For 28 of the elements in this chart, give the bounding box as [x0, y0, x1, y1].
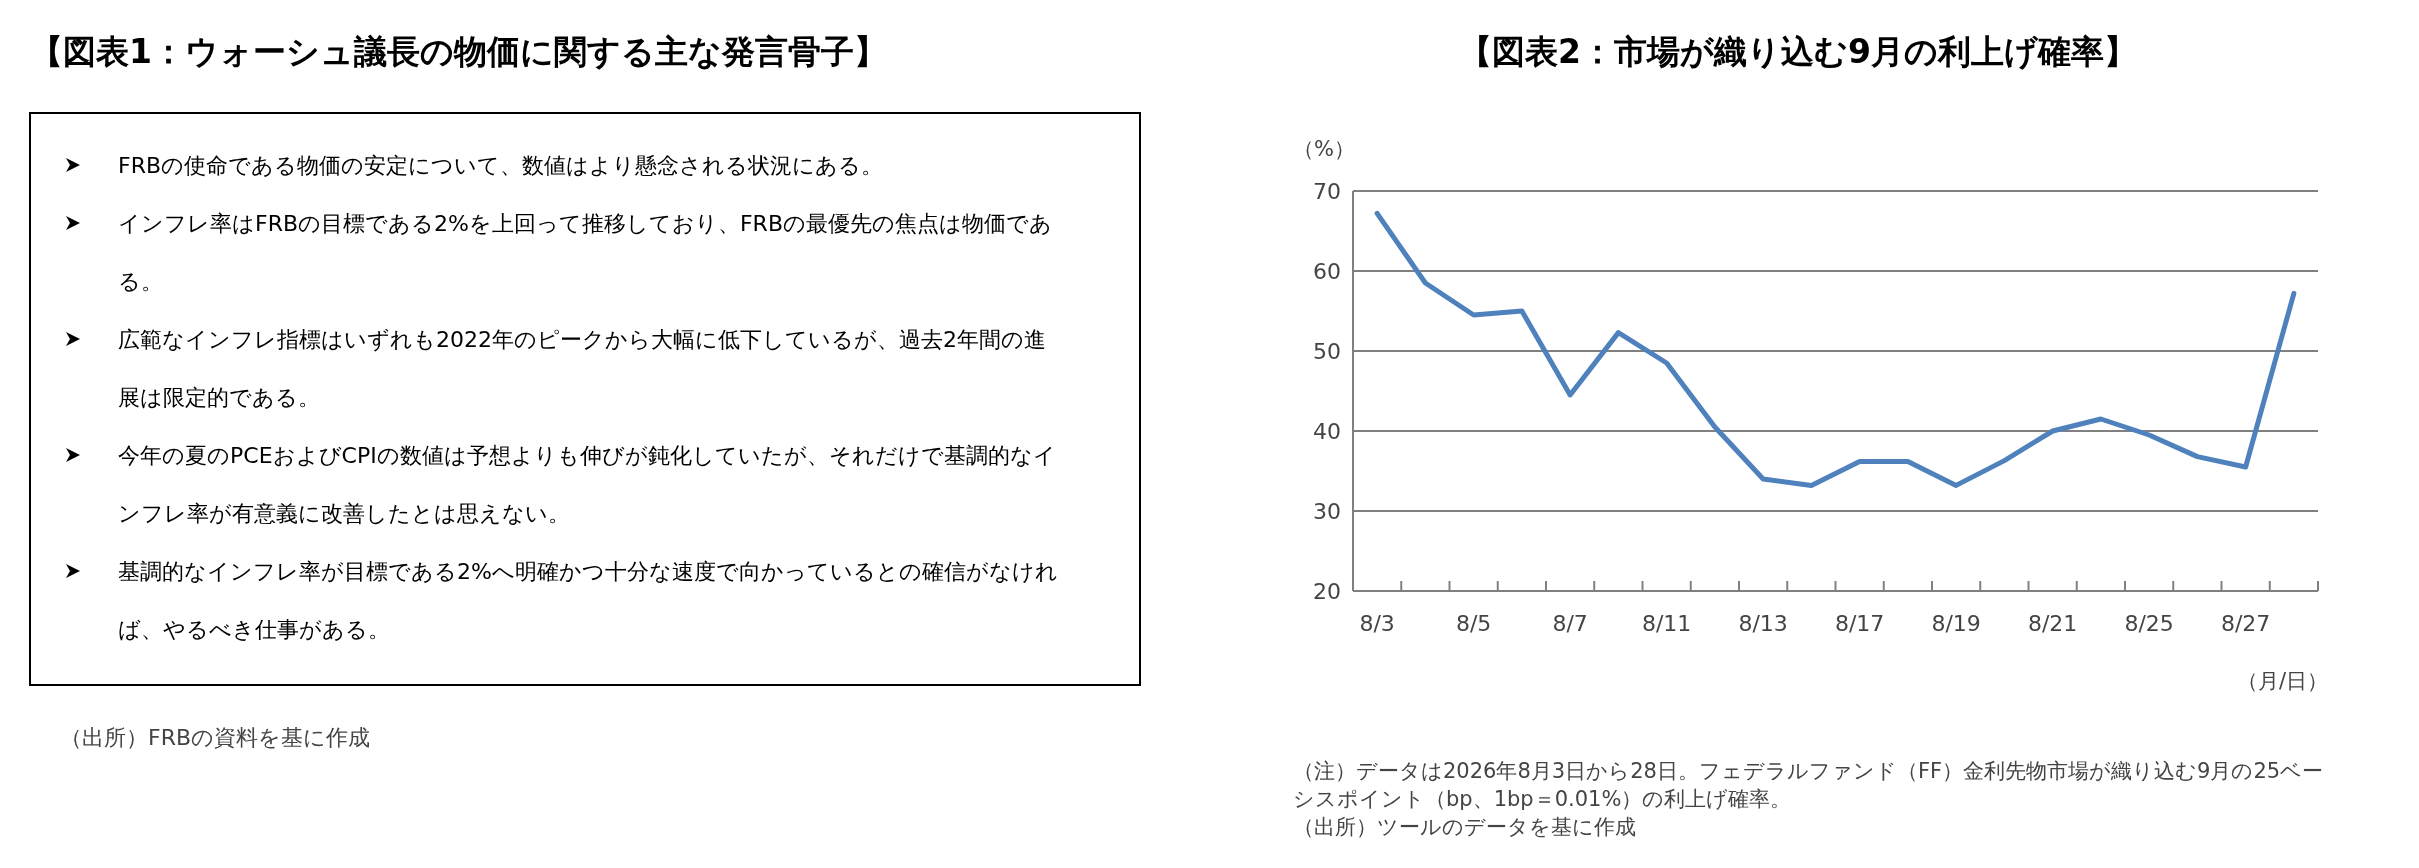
y-tick-label: 20 [1313, 579, 1341, 604]
x-tick-label: 8/21 [2027, 611, 2078, 636]
text: （出所）FRBの資料を基に作成 [60, 725, 371, 750]
text: 広範なインフレ指標はいずれも2022年のピークから大幅に低下しているが、過去2年間の進展は限定的である。 [118, 327, 1046, 410]
x-tick-label: 8/19 [1931, 611, 1981, 636]
x-tick-label: 8/5 [1455, 611, 1492, 636]
x-tick-label: 8/17 [1834, 611, 1885, 636]
text: （出所）ツールのデータを基に作成 [1293, 815, 1636, 839]
text: FRBの使命である物価の安定について、数値はより懸念される状況にある。 [118, 153, 884, 178]
y-tick-label: 60 [1313, 259, 1341, 284]
x-axis-title: （月/日） [2236, 669, 2328, 693]
text: 【図表1：ウォーシュ議長の物価に関する主な発言骨子】 [30, 32, 887, 71]
y-axis-title: （%） [1293, 137, 1355, 161]
x-tick-label: 8/3 [1359, 611, 1395, 636]
y-tick-label: 40 [1313, 419, 1341, 444]
text: （注）データは2026年8月3日から28日。フェデラルファンド（FF）金利先物市場が織り込む9月の25ベーシスポイント（bp、1bp＝0.01%）の利上げ確率。 [1293, 759, 2324, 811]
text: 基調的なインフレ率が目標である2%へ明確かつ十分な速度で向かっているとの確信がなければ、やるべき仕事がある。 [118, 559, 1058, 642]
x-tick-label: 8/25 [2124, 611, 2174, 636]
y-tick-label: 70 [1313, 179, 1341, 204]
text: インフレ率はFRBの目標である2%を上回って推移しており、FRBの最優先の焦点は物価である。 [118, 211, 1052, 294]
y-tick-label: 30 [1313, 499, 1341, 524]
chart-title: 【図表2：市場が織り込む9月の利上げ確率】 [1459, 32, 2137, 71]
x-tick-label: 8/13 [1738, 611, 1788, 636]
x-tick-label: 8/11 [1641, 611, 1692, 636]
x-tick-label: 8/27 [2220, 611, 2271, 636]
text: 今年の夏のPCEおよびCPIの数値は予想よりも伸びが鈍化していたが、それだけで基調的なインフレ率が有意義に改善したとは思えない。 [118, 443, 1056, 526]
x-tick-label: 8/7 [1552, 611, 1588, 636]
y-tick-label: 50 [1313, 339, 1341, 364]
